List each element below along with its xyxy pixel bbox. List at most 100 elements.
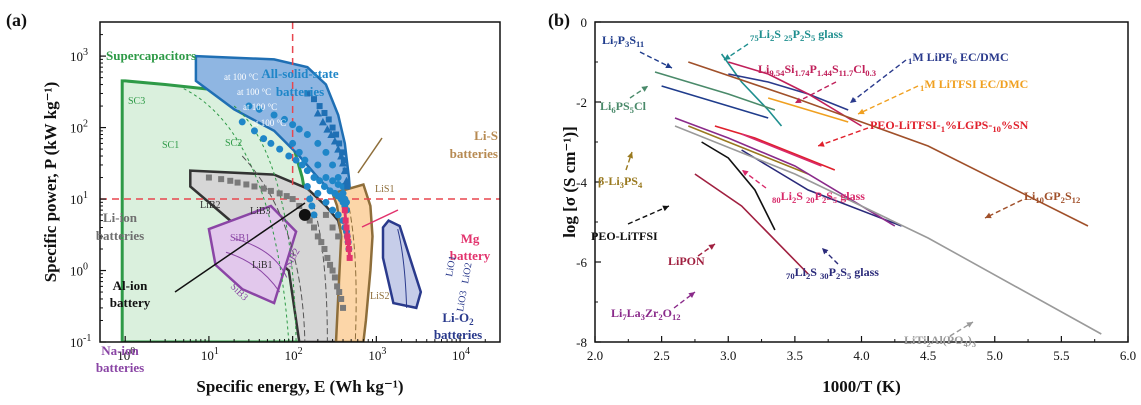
a-small-label-3: at 100 °C xyxy=(224,72,258,82)
marker-3-9 xyxy=(283,193,290,200)
b-annotation-4: 1M LiTFSI EC/DMC xyxy=(920,77,1028,93)
a-label-2: batteries xyxy=(276,84,324,99)
marker-0-54 xyxy=(301,156,309,164)
panel-b-label: (b) xyxy=(548,10,570,31)
marker-0-25 xyxy=(322,148,330,156)
b-series-2 xyxy=(728,73,849,111)
a-small-label-12: SiB1 xyxy=(230,233,250,244)
b-annotation-head-8 xyxy=(985,212,992,219)
panel-a-plot xyxy=(100,22,500,342)
b-annotation-arrow-14 xyxy=(949,321,974,337)
marker-3-10 xyxy=(289,196,296,203)
li-o2-region xyxy=(381,219,423,310)
b-annotation-5: Li6PS5Cl xyxy=(600,99,647,115)
marker-3-20 xyxy=(329,267,336,274)
b-annotation-head-14 xyxy=(966,322,973,328)
b-annotation-12: LiPON xyxy=(668,254,705,268)
marker-0-47 xyxy=(308,202,316,210)
b-annotation-8: Li10GP2S12 xyxy=(1024,189,1080,205)
b-annotation-arrow-6 xyxy=(817,127,869,147)
marker-1-2 xyxy=(323,125,332,133)
marker-1-9 xyxy=(342,176,351,185)
a-ytick-label-1: 100 xyxy=(70,262,88,279)
panel-b-ylabel: log [σ (S cm⁻¹)] xyxy=(560,126,579,238)
b-annotation-13: Li7La3Zr2O12 xyxy=(611,306,681,322)
marker-0-23 xyxy=(303,131,311,139)
b-annotation-head-9 xyxy=(742,170,749,176)
sib-boundary-2 xyxy=(225,251,281,293)
a-small-label-2: SC2 xyxy=(225,138,242,149)
b-annotation-0: Li7P3S11 xyxy=(602,33,644,49)
al-ion-arrow xyxy=(174,202,306,293)
b-annotation-3: Li9.54Si1.74P1.44S11.7Cl0.3 xyxy=(758,62,877,78)
marker-2-7 xyxy=(336,140,343,147)
b-annotation-head-13 xyxy=(688,292,695,299)
marker-0-37 xyxy=(342,198,350,206)
marker-0-5 xyxy=(285,152,293,160)
a-small-label-11: LiS2 xyxy=(370,291,389,302)
a-small-label-4: at 100 °C xyxy=(237,87,271,97)
marker-0-2 xyxy=(260,135,268,143)
marker-5-0 xyxy=(298,208,311,221)
b-annotation-arrow-10 xyxy=(627,205,670,225)
a-small-label-5: at 100 °C xyxy=(243,102,277,112)
marker-4-6 xyxy=(346,254,353,261)
b-annotation-arrow-4 xyxy=(857,85,919,115)
marker-3-15 xyxy=(314,233,321,240)
b-annotation-head-1 xyxy=(724,54,731,60)
b-series-10 xyxy=(701,141,776,231)
b-series-1 xyxy=(720,53,783,127)
b-annotation-head-7 xyxy=(627,152,633,159)
b-annotation-9: 80Li2S 20P2S5 glass xyxy=(772,189,865,205)
a-small-label-10: LiS1 xyxy=(375,184,394,195)
b-annotation-arrow-2 xyxy=(849,59,907,104)
b-annotation-6: PEO-LiTFSI-1%LGPS-10%SN xyxy=(870,118,1029,134)
a-xtick-label-0: 100 xyxy=(117,346,135,363)
marker-3-22 xyxy=(334,283,341,290)
marker-0-20 xyxy=(281,115,289,123)
b-annotation-head-0 xyxy=(665,62,672,68)
b-xtick-label-7: 5.5 xyxy=(1053,348,1069,363)
b-annotation-arrow-0 xyxy=(639,51,673,69)
lio-boundary xyxy=(397,228,408,308)
marker-2-11 xyxy=(344,183,351,190)
b-xtick-label-0: 2.0 xyxy=(587,348,603,363)
b-annotation-7: β-Li3PS4 xyxy=(598,174,643,190)
marker-0-32 xyxy=(322,174,330,182)
b-annotation-head-2 xyxy=(850,96,857,103)
marker-3-25 xyxy=(340,304,347,311)
b-series-8 xyxy=(688,61,1089,227)
b-annotation-11: 70Li2S 30P2S5 glass xyxy=(786,265,879,281)
b-ytick-label-3: -6 xyxy=(576,255,587,270)
marker-0-52 xyxy=(289,139,297,147)
marker-1-1 xyxy=(318,117,327,126)
marker-2-3 xyxy=(321,109,328,116)
marker-0-11 xyxy=(320,182,328,190)
a-small-label-9: LiB1 xyxy=(252,260,273,271)
marker-0-4 xyxy=(276,145,284,153)
b-annotation-14: LiTi2Al(PO4)3 xyxy=(904,333,977,349)
b-annotation-arrow-13 xyxy=(673,291,696,309)
b-annotation-head-10 xyxy=(662,205,669,212)
marker-0-22 xyxy=(295,125,303,133)
a-small-label-8: LiB3 xyxy=(250,206,271,217)
marker-0-0 xyxy=(238,118,246,126)
b-annotation-head-11 xyxy=(822,248,829,255)
marker-3-19 xyxy=(327,261,334,268)
marker-3-7 xyxy=(267,187,274,194)
marker-0-45 xyxy=(303,182,311,190)
b-annotation-head-5 xyxy=(641,86,648,92)
b-annotation-head-3 xyxy=(795,97,802,103)
marker-0-38 xyxy=(314,189,322,197)
panel-a-ylabel: Specific power, P (kW kg⁻¹) xyxy=(41,82,60,283)
b-series-5 xyxy=(654,71,776,111)
marker-0-34 xyxy=(334,180,342,188)
a-label-6: batteries xyxy=(96,228,144,243)
a-label-12: batteries xyxy=(96,360,144,375)
marker-2-2 xyxy=(316,103,323,110)
a-xtick-label-3: 103 xyxy=(368,346,386,363)
marker-2-0 xyxy=(304,90,311,97)
b-annotation-head-6 xyxy=(818,141,825,147)
a-label-5: Li-ion xyxy=(103,210,138,225)
